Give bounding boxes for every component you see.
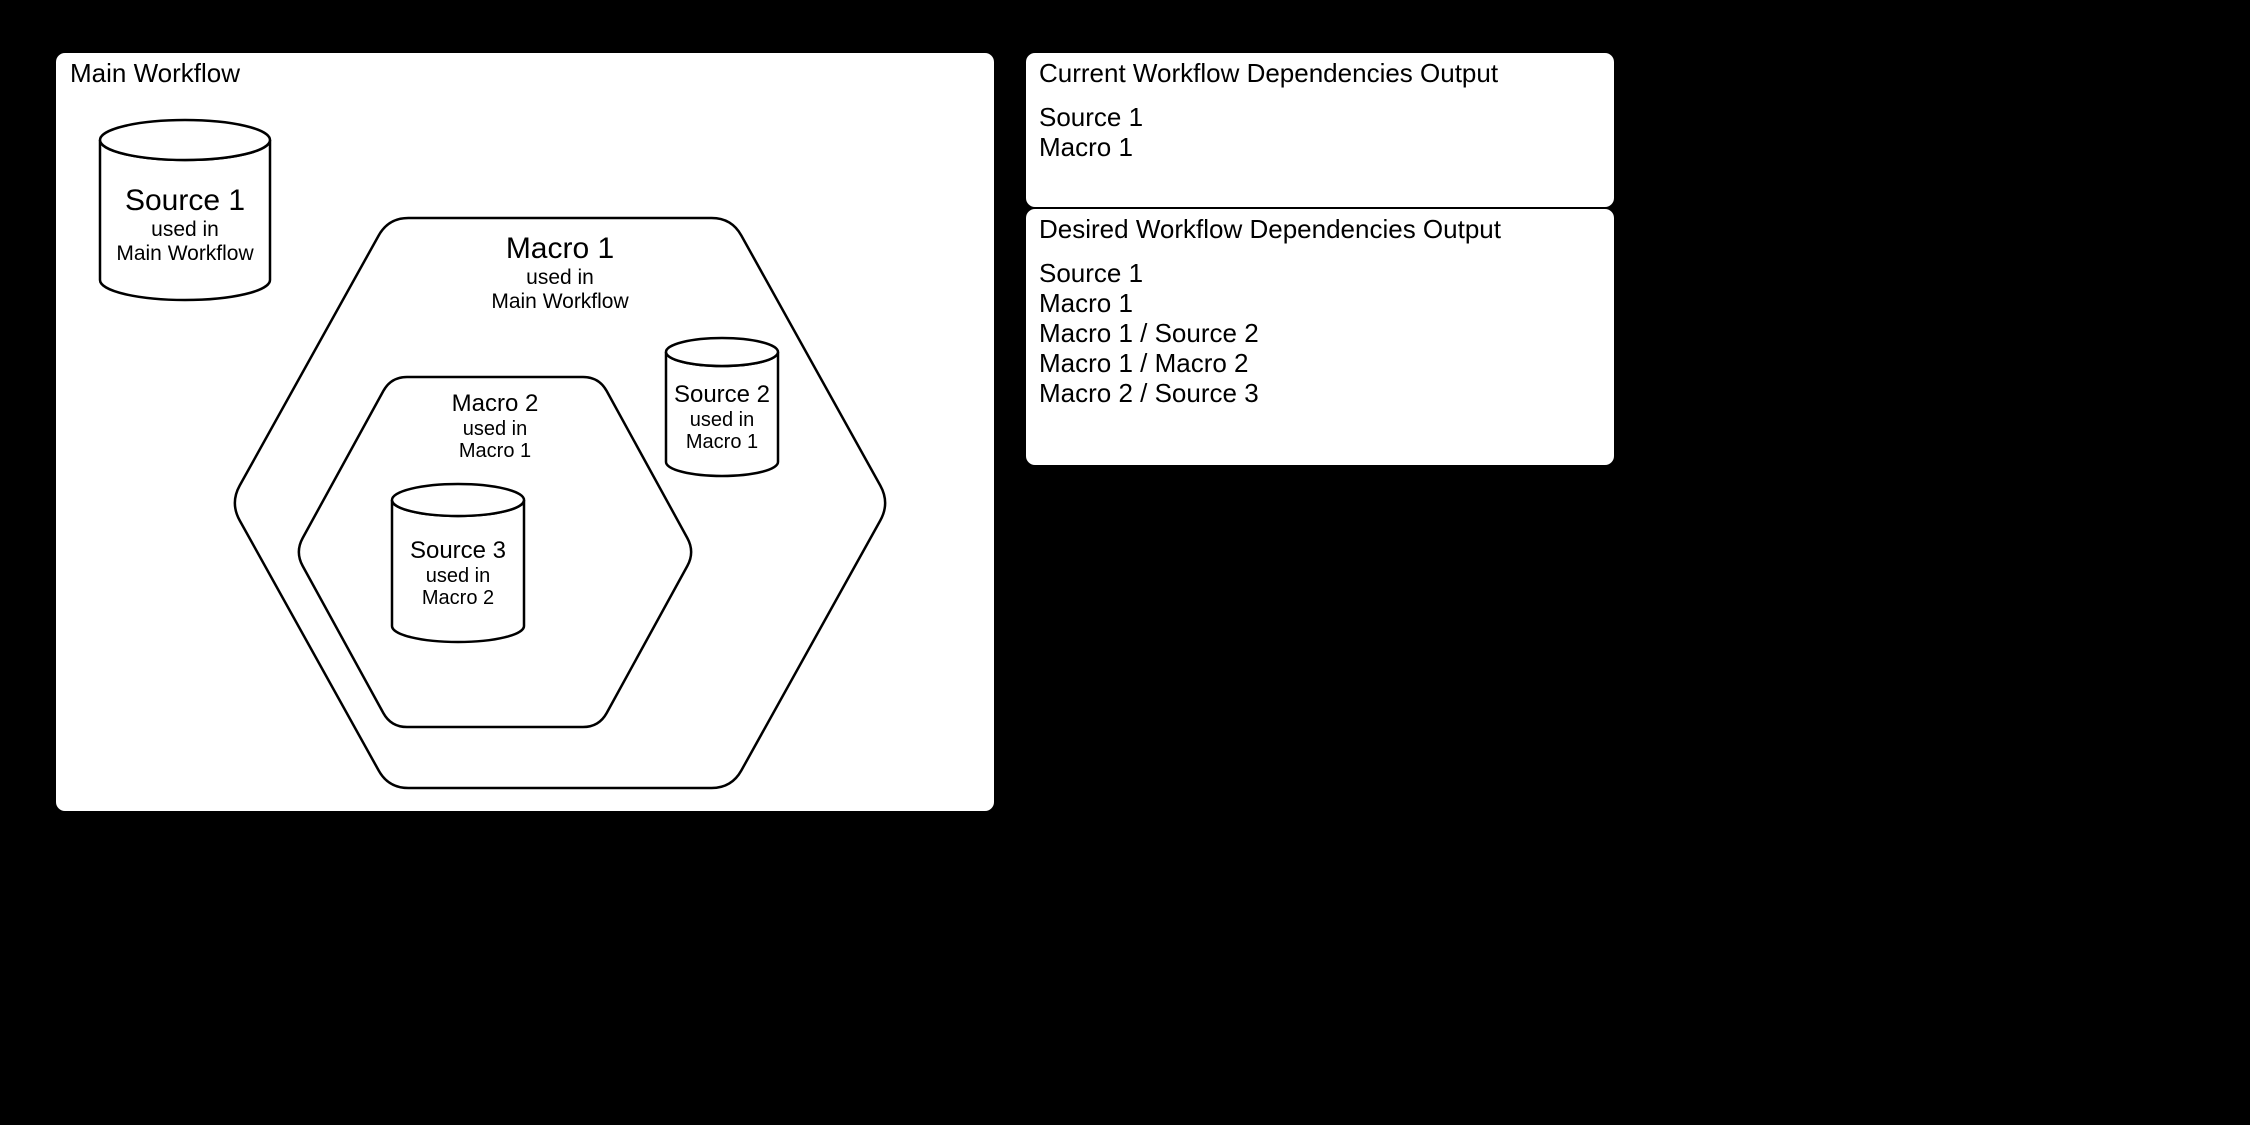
desired-deps-line-4: Macro 2 / Source 3: [1039, 378, 1259, 408]
macro-2-title: Macro 2: [452, 390, 539, 417]
source-3-sub1: used in: [426, 565, 491, 587]
source-2-sub1: used in: [690, 409, 755, 431]
source-1-title: Source 1: [125, 184, 245, 217]
source-2-sub2: Macro 1: [686, 431, 758, 453]
current-deps-line-0: Source 1: [1039, 102, 1143, 132]
desired-deps-line-0: Source 1: [1039, 258, 1143, 288]
macro-1-sub2: Main Workflow: [491, 290, 629, 313]
macro-1-sub1: used in: [526, 266, 594, 289]
macro-2-sub2: Macro 1: [459, 440, 531, 462]
source-2-title: Source 2: [674, 381, 770, 408]
main-workflow-title: Main Workflow: [70, 58, 240, 88]
current-deps-title: Current Workflow Dependencies Output: [1039, 58, 1499, 88]
macro-2-sub1: used in: [463, 418, 528, 440]
current-deps-line-1: Macro 1: [1039, 132, 1133, 162]
source-3-title: Source 3: [410, 537, 506, 564]
desired-deps-line-1: Macro 1: [1039, 288, 1133, 318]
macro-1-title: Macro 1: [506, 232, 614, 265]
source-1-sub2: Main Workflow: [116, 242, 254, 265]
desired-deps-title: Desired Workflow Dependencies Output: [1039, 214, 1502, 244]
source-3-sub2: Macro 2: [422, 587, 494, 609]
source-1-sub1: used in: [151, 218, 219, 241]
desired-deps-line-2: Macro 1 / Source 2: [1039, 318, 1259, 348]
desired-deps-line-3: Macro 1 / Macro 2: [1039, 348, 1249, 378]
